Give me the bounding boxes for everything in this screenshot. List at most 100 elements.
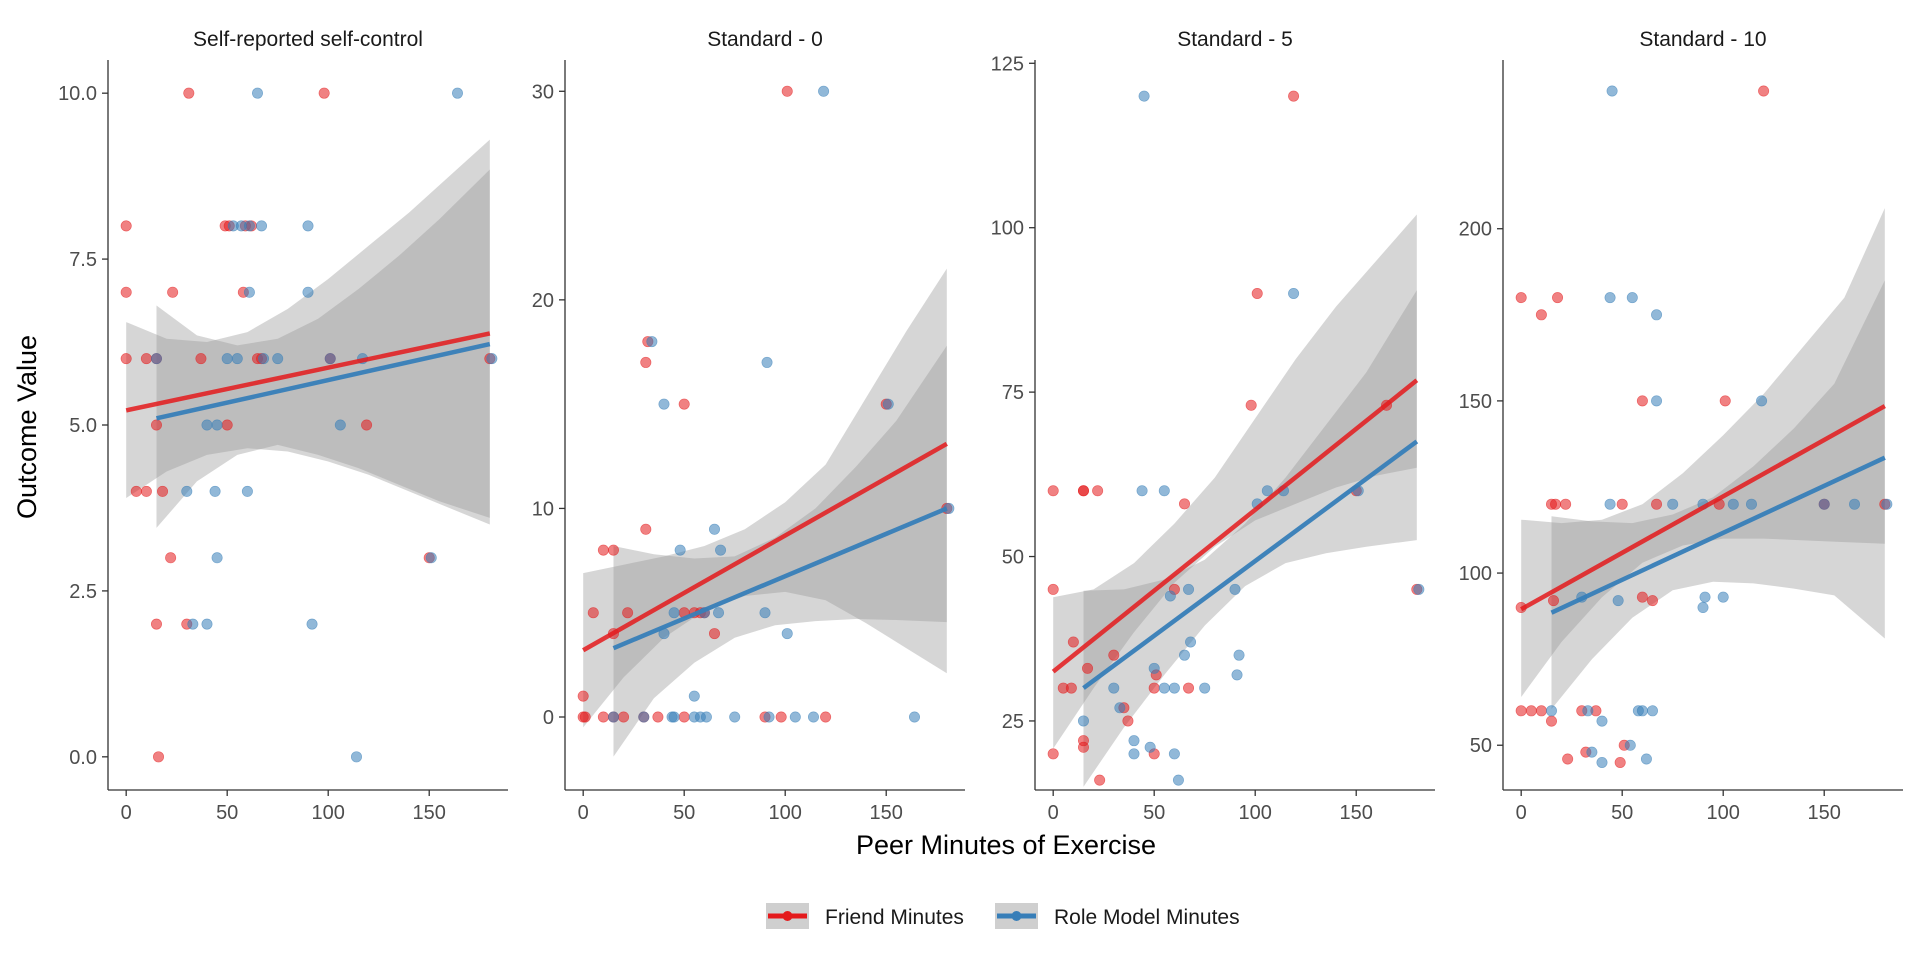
role-model-point (789, 711, 801, 723)
role-model-point (1596, 756, 1608, 768)
role-model-point (1699, 591, 1711, 603)
role-model-point (231, 353, 243, 365)
friend-point (607, 544, 619, 556)
friend-point (130, 485, 142, 497)
role-model-point (334, 419, 346, 431)
panel-3: Standard - 5 25 50 75 100 125 0 50 100 150 (991, 28, 1435, 824)
role-model-point (150, 353, 162, 365)
role-model-point (1604, 498, 1616, 510)
panel-4: Standard - 10 50 100 150 200 0 50 100 150 (1459, 28, 1903, 824)
legend-label-role-model: Role Model Minutes (1054, 906, 1240, 929)
role-model-point (1077, 715, 1089, 727)
role-model-point (674, 544, 686, 556)
role-model-point (1651, 395, 1663, 407)
role-model-point (1138, 90, 1150, 102)
role-model-point (715, 544, 727, 556)
role-model-point (1582, 705, 1594, 717)
friend-point (820, 711, 832, 723)
friend-point (1082, 662, 1094, 674)
friend-point (1077, 485, 1089, 497)
x-tick-label: 150 (1340, 802, 1373, 824)
role-model-point (1626, 292, 1638, 304)
role-model-point (1727, 498, 1739, 510)
role-model-point (1158, 485, 1170, 497)
y-tick-label: 5.0 (69, 415, 97, 437)
friend-point (221, 419, 233, 431)
x-tick-label: 0 (121, 802, 132, 824)
role-model-point (1168, 748, 1180, 760)
role-model-point (324, 353, 336, 365)
role-model-point (759, 607, 771, 619)
friend-point (1552, 292, 1564, 304)
role-model-point (763, 711, 775, 723)
role-model-confidence-band (1551, 280, 1885, 710)
role-model-point (1606, 85, 1618, 97)
role-model-point (1261, 485, 1273, 497)
role-model-point (1636, 705, 1648, 717)
friend-point (577, 690, 589, 702)
role-model-point (181, 485, 193, 497)
role-model-point (607, 711, 619, 723)
y-axis-title: Outcome Value (12, 335, 42, 519)
friend-point (1719, 395, 1731, 407)
role-model-point (1108, 682, 1120, 694)
role-model-point (1233, 649, 1245, 661)
friend-regression-line (1520, 404, 1886, 612)
panel-title: Standard - 5 (1177, 28, 1293, 51)
role-model-point (256, 220, 268, 232)
role-model-point (668, 711, 680, 723)
friend-point (1535, 705, 1547, 717)
friend-regression-line (125, 331, 491, 413)
role-model-point (1158, 682, 1170, 694)
friend-point (1178, 498, 1190, 510)
x-tick-label: 100 (312, 802, 345, 824)
y-tick-label: 75 (1002, 382, 1024, 404)
friend-point (678, 398, 690, 410)
friend-point (652, 711, 664, 723)
friend-point (120, 286, 132, 298)
friend-point (1562, 753, 1574, 765)
y-tick-label: 50 (1002, 547, 1024, 569)
role-model-point (646, 336, 658, 348)
panel-1: Self-reported self-control 0.0 2.5 5.0 7.5 10… (58, 28, 508, 824)
x-tick-label: 50 (216, 802, 238, 824)
friend-point (120, 220, 132, 232)
role-model-point (1136, 485, 1148, 497)
y-tick-label: 200 (1459, 219, 1492, 241)
role-model-point (1545, 705, 1557, 717)
friend-confidence-band (1053, 214, 1417, 749)
role-model-point (1128, 748, 1140, 760)
legend-key-friend-dot (782, 911, 793, 921)
friend-point (120, 353, 132, 365)
panel-title: Standard - 0 (707, 28, 823, 51)
friend-point (622, 607, 634, 619)
friend-point (597, 711, 609, 723)
y-tick-label: 50 (1470, 735, 1492, 757)
friend-point (1065, 682, 1077, 694)
friend-point (1646, 595, 1658, 607)
role-model-point (700, 711, 712, 723)
friend-point (587, 607, 599, 619)
role-model-point (1651, 309, 1663, 321)
x-tick-label: 150 (413, 802, 446, 824)
legend: Friend Minutes Role Model Minutes (766, 903, 1240, 929)
legend-label-friend: Friend Minutes (825, 906, 964, 929)
role-model-point (451, 87, 463, 99)
x-tick-label: 150 (1808, 802, 1841, 824)
x-axis-title: Peer Minutes of Exercise (856, 830, 1156, 860)
friend-point (678, 711, 690, 723)
friend-point (167, 286, 179, 298)
role-model-point (486, 353, 498, 365)
y-tick-label: 7.5 (69, 249, 97, 271)
role-model-point (1756, 395, 1768, 407)
role-model-point (1612, 595, 1624, 607)
y-tick-label: 100 (991, 218, 1024, 240)
role-model-point (761, 356, 773, 368)
friend-point (195, 353, 207, 365)
role-model-point (1114, 702, 1126, 714)
friend-point (1758, 85, 1770, 97)
x-tick-label: 0 (578, 802, 589, 824)
panel-title: Self-reported self-control (193, 28, 423, 51)
y-tick-label: 125 (991, 53, 1024, 75)
